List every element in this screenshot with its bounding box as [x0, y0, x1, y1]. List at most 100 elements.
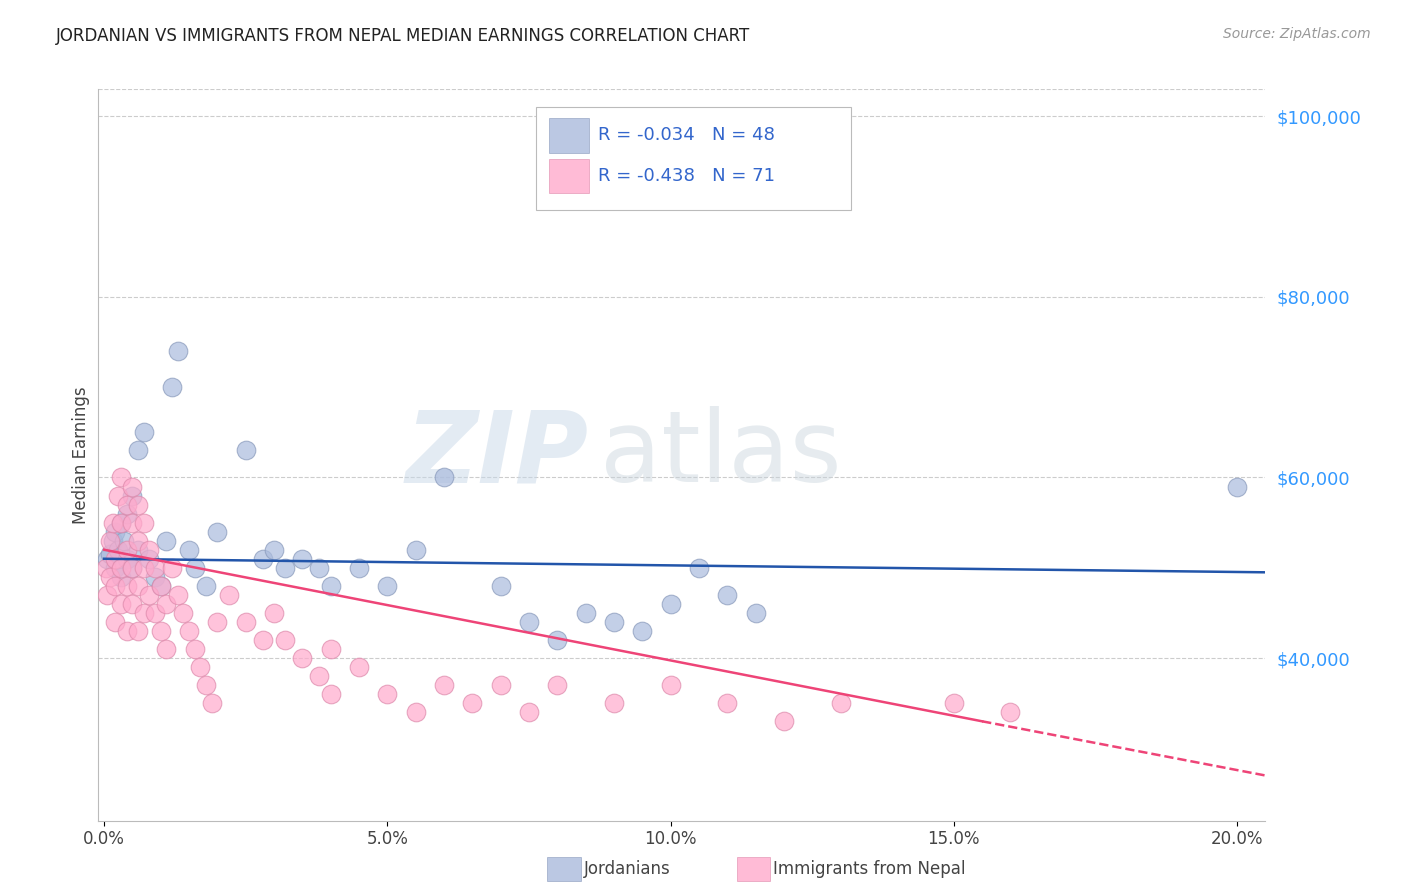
Point [263, 542, 285, 557]
Point [115, 579, 138, 593]
Point [319, 687, 342, 701]
Point [546, 633, 568, 648]
Text: R = -0.438   N = 71: R = -0.438 N = 71 [598, 167, 775, 185]
Point [489, 678, 512, 692]
Point [104, 551, 127, 566]
Point [308, 669, 330, 683]
Point [773, 714, 796, 729]
Point [121, 561, 143, 575]
Point [110, 597, 132, 611]
Point [121, 516, 143, 530]
Point [94, 561, 117, 575]
Point [98, 570, 121, 584]
Point [104, 579, 127, 593]
Point [375, 579, 398, 593]
Point [218, 588, 240, 602]
Point [110, 561, 132, 575]
Point [575, 606, 598, 620]
Point [166, 344, 188, 359]
Text: JORDANIAN VS IMMIGRANTS FROM NEPAL MEDIAN EARNINGS CORRELATION CHART: JORDANIAN VS IMMIGRANTS FROM NEPAL MEDIA… [56, 27, 751, 45]
Text: R = -0.034   N = 48: R = -0.034 N = 48 [598, 126, 775, 144]
Point [291, 651, 314, 665]
Point [149, 579, 172, 593]
Point [101, 533, 124, 548]
Text: Immigrants from Nepal: Immigrants from Nepal [773, 860, 966, 878]
Point [172, 606, 194, 620]
FancyBboxPatch shape [548, 159, 589, 193]
Point [121, 489, 143, 503]
Point [688, 561, 710, 575]
Point [110, 570, 132, 584]
Point [104, 524, 127, 539]
Point [127, 579, 149, 593]
Point [96, 588, 118, 602]
Point [138, 551, 160, 566]
Point [110, 470, 132, 484]
Point [166, 588, 188, 602]
Point [546, 678, 568, 692]
Point [517, 706, 540, 720]
Point [138, 588, 160, 602]
Point [110, 516, 132, 530]
Text: Jordanians: Jordanians [583, 860, 671, 878]
Text: atlas: atlas [600, 407, 842, 503]
Point [274, 633, 297, 648]
Text: ZIP: ZIP [405, 407, 589, 503]
Point [830, 696, 852, 710]
Point [183, 561, 205, 575]
Point [121, 561, 143, 575]
Point [603, 615, 626, 629]
Point [489, 579, 512, 593]
Point [127, 542, 149, 557]
Point [149, 624, 172, 638]
Point [115, 551, 138, 566]
Point [132, 606, 155, 620]
Point [433, 470, 456, 484]
Point [115, 507, 138, 521]
Point [235, 615, 257, 629]
Point [405, 706, 427, 720]
Point [177, 624, 200, 638]
Point [207, 524, 229, 539]
Point [603, 696, 626, 710]
Text: Source: ZipAtlas.com: Source: ZipAtlas.com [1223, 27, 1371, 41]
Point [375, 687, 398, 701]
Point [308, 561, 330, 575]
Point [235, 443, 257, 458]
Point [110, 516, 132, 530]
Point [115, 542, 138, 557]
Point [132, 425, 155, 440]
Point [190, 660, 212, 674]
Point [942, 696, 965, 710]
Point [121, 597, 143, 611]
Point [1226, 479, 1249, 493]
Point [1000, 706, 1022, 720]
Point [183, 642, 205, 657]
Point [433, 678, 456, 692]
Point [143, 561, 166, 575]
Point [195, 579, 218, 593]
Point [716, 696, 738, 710]
Point [517, 615, 540, 629]
Point [319, 642, 342, 657]
Point [138, 542, 160, 557]
FancyBboxPatch shape [548, 119, 589, 153]
Y-axis label: Median Earnings: Median Earnings [72, 386, 90, 524]
Point [104, 561, 127, 575]
Point [252, 633, 274, 648]
Point [121, 479, 143, 493]
Point [319, 579, 342, 593]
Point [132, 516, 155, 530]
Point [149, 579, 172, 593]
Point [160, 561, 183, 575]
Point [659, 597, 682, 611]
Point [107, 542, 129, 557]
Point [143, 606, 166, 620]
Point [252, 551, 274, 566]
Point [291, 551, 314, 566]
Point [115, 498, 138, 512]
Point [98, 547, 121, 561]
Point [101, 516, 124, 530]
Point [405, 542, 427, 557]
Point [107, 489, 129, 503]
